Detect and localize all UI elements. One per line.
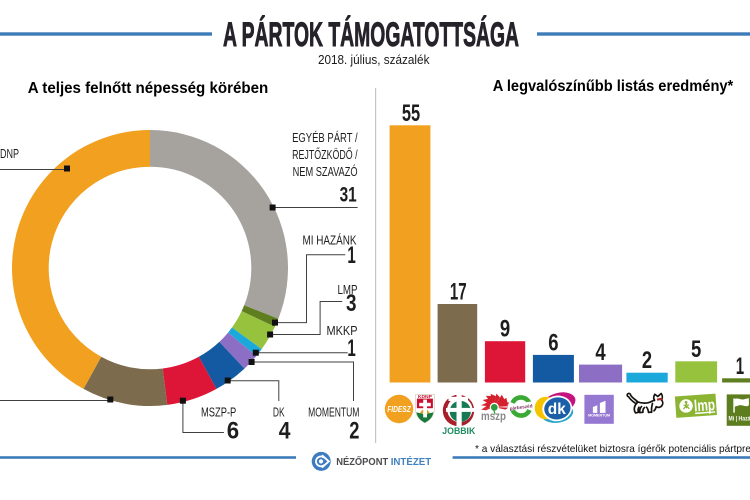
svg-text:MSZP-P: MSZP-P [201,404,236,419]
svg-text:INTÉZET: INTÉZET [391,455,432,468]
svg-text:mszp: mszp [481,411,506,423]
svg-text:EGYÉB PÁRT /: EGYÉB PÁRT / [292,130,358,145]
svg-text:6: 6 [227,417,239,444]
svg-text:6: 6 [548,329,558,356]
svg-text:1: 1 [736,353,744,380]
svg-text:A PÁRTOK TÁMOGATOTTSÁGA: A PÁRTOK TÁMOGATOTTSÁGA [223,14,519,54]
svg-text:* a választási részvételüket b: * a választási részvételüket biztosra íg… [475,443,750,455]
svg-text:2: 2 [349,417,359,444]
svg-text:2: 2 [642,347,652,374]
svg-text:FIDESZ-KDNP: FIDESZ-KDNP [0,146,19,161]
svg-text:FIDESZ: FIDESZ [387,404,411,414]
svg-text:REJTŐZKÖDŐ /: REJTŐZKÖDŐ / [292,147,358,162]
svg-text:NÉZŐPONT: NÉZŐPONT [336,455,389,468]
svg-text:lmp: lmp [694,397,716,415]
svg-text:dk: dk [548,401,566,418]
svg-text:MOMENTUM: MOMENTUM [588,413,610,417]
svg-text:3: 3 [346,290,357,317]
svg-text:4: 4 [595,339,606,366]
svg-text:DK: DK [273,404,285,419]
svg-text:Mi | Hazánk: Mi | Hazánk [729,416,750,423]
svg-text:2018. július, százalék: 2018. július, százalék [318,52,430,67]
svg-text:55: 55 [402,100,420,127]
svg-text:MKKP: MKKP [327,323,358,338]
svg-text:NEM SZAVAZÓ: NEM SZAVAZÓ [293,164,358,179]
svg-text:1: 1 [347,242,355,269]
svg-text:5: 5 [691,336,701,363]
svg-text:4: 4 [279,417,291,444]
svg-text:A teljes felnőtt népesség köré: A teljes felnőtt népesség körében [28,80,269,97]
svg-text:JOBBIK: JOBBIK [442,426,475,436]
svg-text:1: 1 [347,335,355,362]
svg-text:31: 31 [340,183,357,207]
svg-text:MOMENTUM: MOMENTUM [308,404,359,419]
svg-text:17: 17 [450,279,467,306]
svg-text:KDNP: KDNP [418,394,432,399]
svg-text:LMP: LMP [338,282,358,297]
svg-text:9: 9 [500,316,510,343]
svg-text:MI HAZÁNK: MI HAZÁNK [303,233,357,248]
svg-text:A legvalószínűbb listás eredmé: A legvalószínűbb listás eredmény* [493,78,734,95]
svg-text:párbeszéd: párbeszéd [509,403,533,411]
